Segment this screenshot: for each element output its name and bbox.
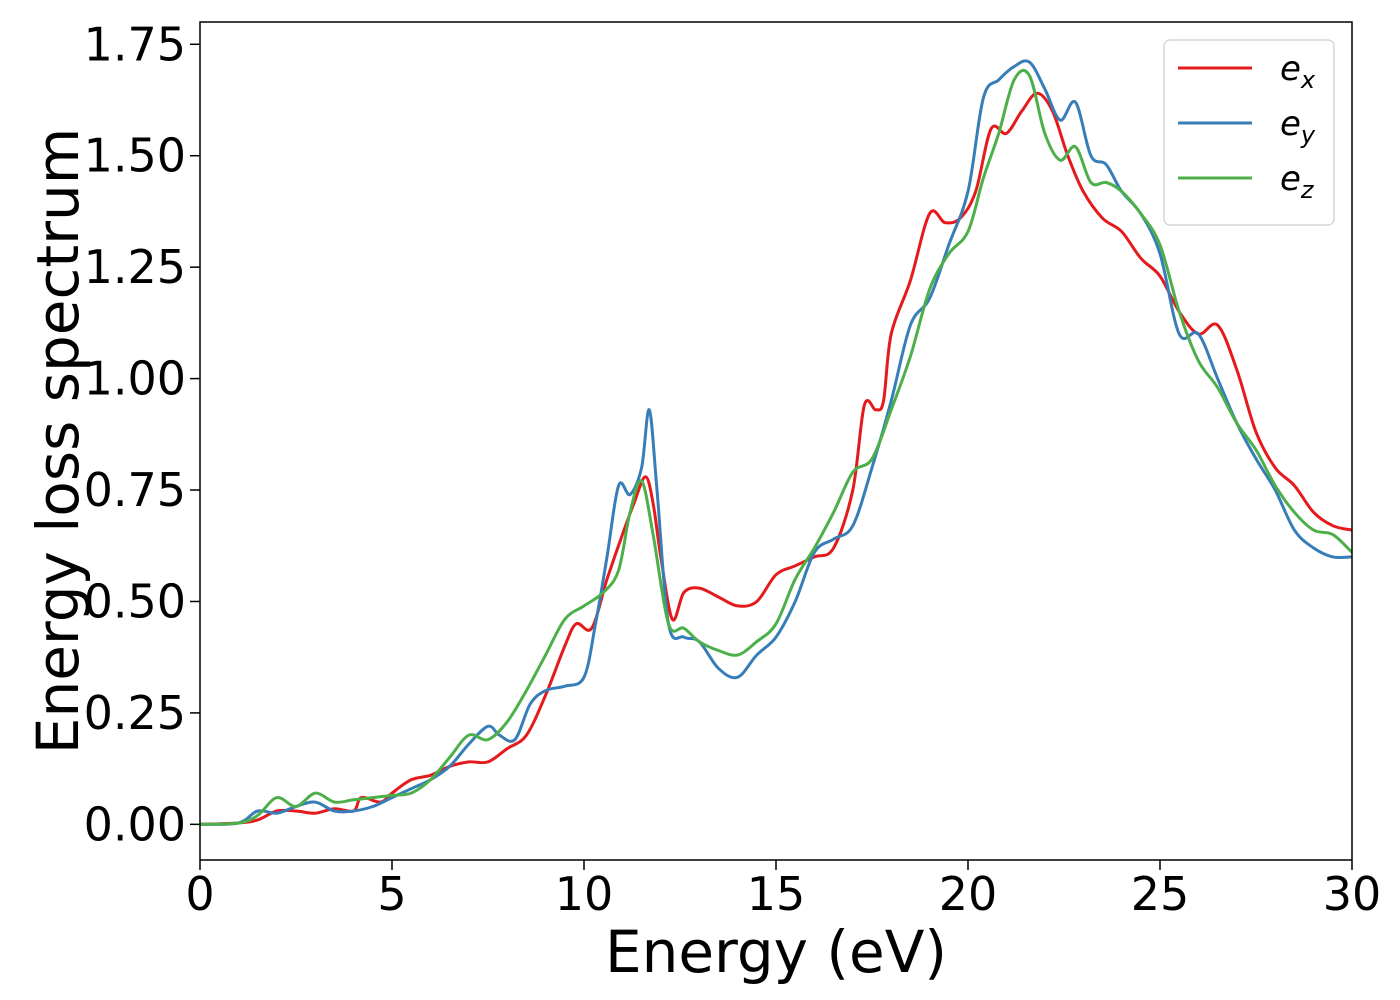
- y-tick-label: 1.75: [84, 17, 186, 71]
- y-tick-label: 1.00: [84, 352, 186, 406]
- legend-label-x: ex: [1280, 49, 1316, 94]
- y-tick-label: 0.50: [84, 574, 186, 628]
- legend: ex ey ez: [1163, 39, 1335, 226]
- series-layer: [200, 59, 1352, 826]
- series-line-x: [200, 91, 1352, 826]
- x-tick-label: 0: [185, 867, 214, 921]
- y-tick-label: 1.25: [84, 240, 186, 294]
- x-tick-label: 5: [377, 867, 406, 921]
- x-axis-label: Energy (eV): [605, 918, 947, 986]
- x-axis-ticks: 0 5 10 15 20 25 30: [185, 860, 1381, 921]
- y-tick-label: 0.00: [84, 797, 186, 851]
- x-tick-label: 20: [939, 867, 998, 921]
- y-axis-ticks: 0.00 0.25 0.50 0.75 1.00 1.25 1.50 1.75: [84, 17, 200, 851]
- y-tick-label: 0.25: [84, 686, 186, 740]
- x-tick-label: 10: [555, 867, 614, 921]
- legend-label-z: ez: [1280, 159, 1315, 204]
- y-tick-label: 1.50: [84, 129, 186, 183]
- series-line-z: [200, 68, 1352, 826]
- legend-label-y: ey: [1280, 104, 1316, 149]
- x-tick-label: 15: [747, 867, 806, 921]
- y-tick-label: 0.75: [84, 463, 186, 517]
- x-tick-label: 30: [1323, 867, 1382, 921]
- y-axis-label: Energy loss spectrum: [24, 128, 92, 754]
- x-tick-label: 25: [1131, 867, 1190, 921]
